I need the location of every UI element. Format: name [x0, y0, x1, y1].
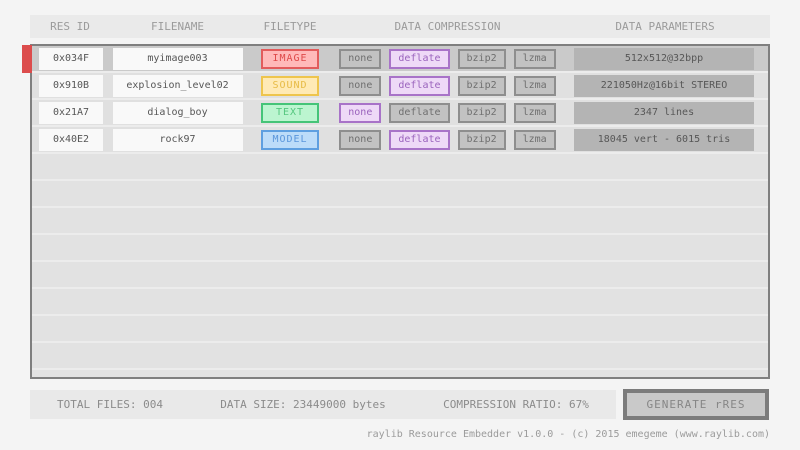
empty-row[interactable] [32, 154, 768, 181]
compression-option-lzma[interactable]: lzma [513, 75, 556, 96]
res-id-field[interactable]: 0x21A7 [39, 101, 103, 124]
empty-row[interactable] [32, 343, 768, 370]
compression-option-deflate[interactable]: deflate [389, 102, 450, 123]
filename-field[interactable]: myimage003 [112, 47, 243, 70]
table-row[interactable]: 0x40E2 rock97 MODEL none deflate bzip2 lzma… [32, 127, 768, 154]
compression-option-lzma[interactable]: lzma [513, 102, 556, 123]
compression-option-bzip2[interactable]: bzip2 [457, 129, 506, 150]
filename-field[interactable]: rock97 [112, 128, 243, 151]
compression-group: none deflate bzip2 lzma [335, 127, 560, 152]
status-bar: TOTAL FILES: 004 DATA SIZE: 23449000 byt… [30, 390, 616, 419]
empty-row[interactable] [32, 262, 768, 289]
compression-option-bzip2[interactable]: bzip2 [457, 48, 506, 69]
compression-option-none[interactable]: none [339, 102, 382, 123]
compression-group: none deflate bzip2 lzma [335, 100, 560, 125]
filename-field[interactable]: explosion_level02 [112, 74, 243, 97]
compression-option-bzip2[interactable]: bzip2 [457, 102, 506, 123]
selected-row-indicator [22, 45, 32, 73]
empty-row[interactable] [32, 208, 768, 235]
res-id-field[interactable]: 0x40E2 [39, 128, 103, 151]
compression-group: none deflate bzip2 lzma [335, 46, 560, 71]
column-header-data-compression: DATA COMPRESSION [394, 20, 501, 33]
table-row[interactable]: 0x910B explosion_level02 SOUND none defla… [32, 73, 768, 100]
footer-credits: raylib Resource Embedder v1.0.0 - (c) 20… [366, 429, 770, 440]
compression-option-deflate[interactable]: deflate [389, 48, 450, 69]
data-parameters-field: 2347 lines [574, 101, 754, 124]
compression-option-none[interactable]: none [339, 75, 382, 96]
res-id-field[interactable]: 0x034F [39, 47, 103, 70]
compression-group: none deflate bzip2 lzma [335, 73, 560, 98]
empty-row[interactable] [32, 289, 768, 316]
table-row[interactable]: 0x034F myimage003 IMAGE none deflate bzip2… [32, 46, 768, 73]
filetype-button[interactable]: MODEL [261, 129, 319, 150]
data-size-label: DATA SIZE: 23449000 bytes [220, 398, 386, 411]
compression-option-bzip2[interactable]: bzip2 [457, 75, 506, 96]
filetype-button[interactable]: IMAGE [261, 48, 319, 69]
empty-row[interactable] [32, 316, 768, 343]
total-files-label: TOTAL FILES: 004 [57, 398, 163, 411]
compression-option-lzma[interactable]: lzma [513, 129, 556, 150]
column-header-filetype: FILETYPE [263, 20, 317, 33]
data-parameters-field: 512x512@32bpp [574, 47, 754, 70]
generate-rres-button[interactable]: GENERATE rRES [623, 389, 769, 420]
empty-row[interactable] [32, 235, 768, 262]
column-header-filename: FILENAME [151, 20, 204, 33]
filetype-button[interactable]: TEXT [261, 102, 319, 123]
compression-option-none[interactable]: none [339, 129, 382, 150]
compression-option-deflate[interactable]: deflate [389, 75, 450, 96]
data-parameters-field: 18045 vert - 6015 tris [574, 128, 754, 151]
column-header-data-parameters: DATA PARAMETERS [615, 20, 715, 33]
compression-ratio-label: COMPRESSION RATIO: 67% [443, 398, 589, 411]
data-parameters-field: 221050Hz@16bit STEREO [574, 74, 754, 97]
column-header-res-id: RES ID [50, 20, 90, 33]
filetype-button[interactable]: SOUND [261, 75, 319, 96]
compression-option-deflate[interactable]: deflate [389, 129, 450, 150]
table-header: RES ID FILENAME FILETYPE DATA COMPRESSIO… [30, 15, 770, 38]
compression-option-lzma[interactable]: lzma [513, 48, 556, 69]
compression-option-none[interactable]: none [339, 48, 382, 69]
table-row[interactable]: 0x21A7 dialog_boy TEXT none deflate bzip2 l… [32, 100, 768, 127]
empty-row[interactable] [32, 181, 768, 208]
filename-field[interactable]: dialog_boy [112, 101, 243, 124]
res-id-field[interactable]: 0x910B [39, 74, 103, 97]
resource-list: 0x034F myimage003 IMAGE none deflate bzip2… [30, 44, 770, 379]
